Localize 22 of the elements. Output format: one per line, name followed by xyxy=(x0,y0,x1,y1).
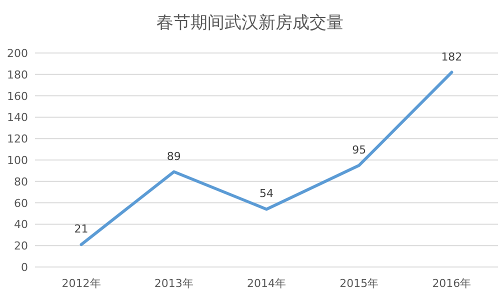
x-tick-label: 2014年 xyxy=(247,277,286,290)
y-tick-label: 0 xyxy=(21,261,28,274)
y-tick-label: 180 xyxy=(7,68,28,82)
y-tick-label: 120 xyxy=(7,132,28,146)
y-tick-label: 80 xyxy=(14,175,28,188)
x-tick-label: 2015年 xyxy=(340,277,379,290)
y-tick-label: 160 xyxy=(7,90,28,103)
y-tick-label: 100 xyxy=(7,154,28,167)
y-tick-label: 20 xyxy=(14,240,28,253)
x-tick-label: 2013年 xyxy=(154,277,194,290)
y-tick-label: 60 xyxy=(14,196,28,210)
y-tick-label: 200 xyxy=(7,47,28,60)
x-tick-label: 2012年 xyxy=(62,277,101,290)
data-label: 89 xyxy=(166,150,181,163)
y-tick-label: 140 xyxy=(7,111,28,124)
y-tick-label: 40 xyxy=(14,218,28,232)
data-label: 21 xyxy=(74,222,88,236)
chart-title: 春节期间武汉新房成交量 xyxy=(156,13,344,33)
data-label: 54 xyxy=(260,187,274,200)
data-label: 95 xyxy=(352,143,366,156)
data-label: 182 xyxy=(441,50,462,64)
x-tick-label: 2016年 xyxy=(432,277,472,290)
